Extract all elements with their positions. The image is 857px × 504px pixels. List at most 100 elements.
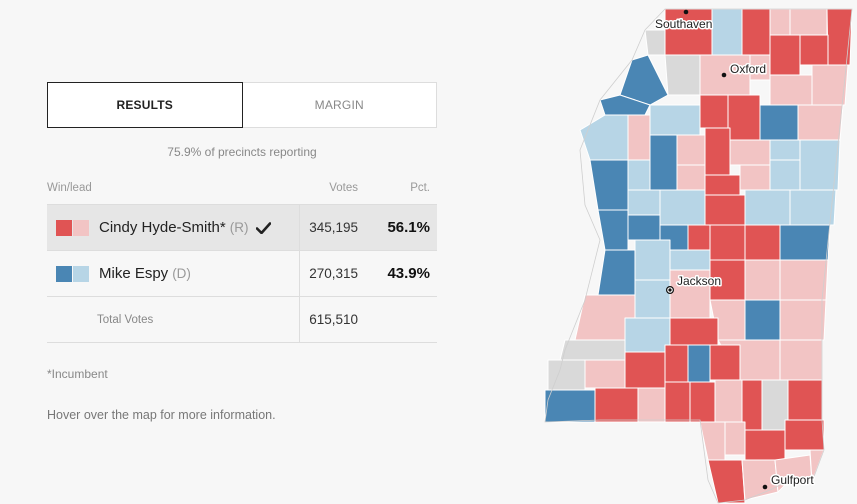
county-shape[interactable] <box>599 94 651 116</box>
county-shape[interactable] <box>619 54 669 106</box>
county-shape[interactable] <box>687 344 711 383</box>
county-shape[interactable] <box>589 159 629 211</box>
county-shape[interactable] <box>789 189 837 226</box>
county-shape[interactable] <box>644 29 666 56</box>
city-dot <box>721 72 727 78</box>
county-shape[interactable] <box>664 54 701 96</box>
tab-results[interactable]: RESULTS <box>47 82 243 128</box>
county-shape[interactable] <box>664 344 689 383</box>
county-shape[interactable] <box>676 164 706 191</box>
city-markers: Southaven Oxford Jackson Gulfport <box>654 9 816 490</box>
county-shape[interactable] <box>669 317 719 346</box>
county-shape[interactable] <box>789 8 828 36</box>
county-shape[interactable] <box>704 127 731 176</box>
county-shape[interactable] <box>624 317 671 353</box>
county-shape[interactable] <box>769 8 791 36</box>
candidate-row-espy: Mike Espy (D) 270,315 43.9% <box>47 251 437 297</box>
results-panel: RESULTS MARGIN 75.9% of precincts report… <box>47 82 437 422</box>
county-shape[interactable] <box>627 159 651 191</box>
county-shape[interactable] <box>597 209 629 251</box>
county-shape[interactable] <box>739 164 771 191</box>
county-shape[interactable] <box>769 139 801 161</box>
city-dot <box>762 484 768 490</box>
county-shapes <box>544 8 853 504</box>
state-outline <box>544 8 853 504</box>
county-shape[interactable] <box>744 259 781 301</box>
county-shape[interactable] <box>826 8 853 66</box>
candidate-pct: 43.9% <box>387 265 430 282</box>
county-shape[interactable] <box>744 299 781 341</box>
header-votes: Votes <box>329 182 358 194</box>
county-shape[interactable] <box>711 8 743 56</box>
county-shape[interactable] <box>579 114 629 161</box>
county-shape[interactable] <box>779 224 831 261</box>
county-shape[interactable] <box>676 134 706 166</box>
county-shape[interactable] <box>779 259 829 301</box>
county-shape[interactable] <box>704 174 741 196</box>
county-shape[interactable] <box>811 64 849 106</box>
county-shape[interactable] <box>689 381 716 423</box>
incumbent-note: *Incumbent <box>47 367 108 381</box>
county-shape[interactable] <box>779 299 827 341</box>
county-shape[interactable] <box>664 381 691 423</box>
county-shape[interactable] <box>714 379 743 423</box>
candidate-party: (D) <box>172 266 191 281</box>
county-shape[interactable] <box>729 139 771 166</box>
county-shape[interactable] <box>699 94 729 129</box>
county-shape[interactable] <box>649 104 701 136</box>
county-shape[interactable] <box>544 389 596 423</box>
tab-margin[interactable]: MARGIN <box>242 82 437 128</box>
county-shape[interactable] <box>649 134 678 191</box>
county-shape[interactable] <box>744 189 791 226</box>
county-shape[interactable] <box>727 94 761 141</box>
county-shape[interactable] <box>634 239 671 281</box>
county-shape[interactable] <box>769 159 801 191</box>
county-shape[interactable] <box>709 224 746 261</box>
county-shape[interactable] <box>707 459 746 504</box>
county-shape[interactable] <box>664 8 713 56</box>
county-shape[interactable] <box>797 104 844 141</box>
candidate-votes: 270,315 <box>309 266 358 281</box>
candidate-name: Mike Espy <box>99 265 169 282</box>
county-shape[interactable] <box>699 421 726 461</box>
city-label-jackson: Jackson <box>677 274 721 288</box>
county-shape[interactable] <box>634 279 671 319</box>
county-shape[interactable] <box>597 249 636 296</box>
county-shape[interactable] <box>769 34 801 76</box>
county-shape[interactable] <box>787 379 823 421</box>
county-shape[interactable] <box>769 74 813 106</box>
county-shape[interactable] <box>759 104 799 141</box>
rep-color-swatches <box>56 219 90 236</box>
county-shape[interactable] <box>744 429 786 461</box>
county-shape[interactable] <box>704 194 746 226</box>
county-shape[interactable] <box>637 387 666 423</box>
county-shape[interactable] <box>594 387 639 423</box>
total-votes-value: 615,510 <box>309 312 358 327</box>
dem-light-swatch <box>73 265 89 282</box>
county-shape[interactable] <box>744 224 781 261</box>
county-shape[interactable] <box>779 339 823 381</box>
county-shape[interactable] <box>624 351 666 389</box>
results-table: Cindy Hyde-Smith* (R) 345,195 56.1% Mike… <box>47 204 437 343</box>
view-tabs: RESULTS MARGIN <box>47 82 437 128</box>
header-winlead: Win/lead <box>47 182 92 194</box>
county-shape[interactable] <box>799 34 829 66</box>
candidate-party: (R) <box>229 220 249 235</box>
county-shape[interactable] <box>724 421 746 456</box>
county-results-map[interactable]: Southaven Oxford Jackson Gulfport <box>540 0 857 504</box>
county-shape[interactable] <box>669 249 711 271</box>
county-shape[interactable] <box>627 189 661 216</box>
county-shape[interactable] <box>709 344 741 381</box>
county-shape[interactable] <box>584 359 626 389</box>
county-shape[interactable] <box>627 214 661 241</box>
county-shape[interactable] <box>784 419 825 451</box>
county-shape[interactable] <box>687 224 711 251</box>
city-dot <box>668 288 672 292</box>
county-shape[interactable] <box>659 189 706 226</box>
county-shape[interactable] <box>741 8 771 56</box>
county-shape[interactable] <box>761 379 789 431</box>
precincts-reporting: 75.9% of precincts reporting <box>167 145 317 159</box>
county-shape[interactable] <box>627 114 651 161</box>
city-dot <box>683 9 689 15</box>
county-shape[interactable] <box>559 339 626 361</box>
